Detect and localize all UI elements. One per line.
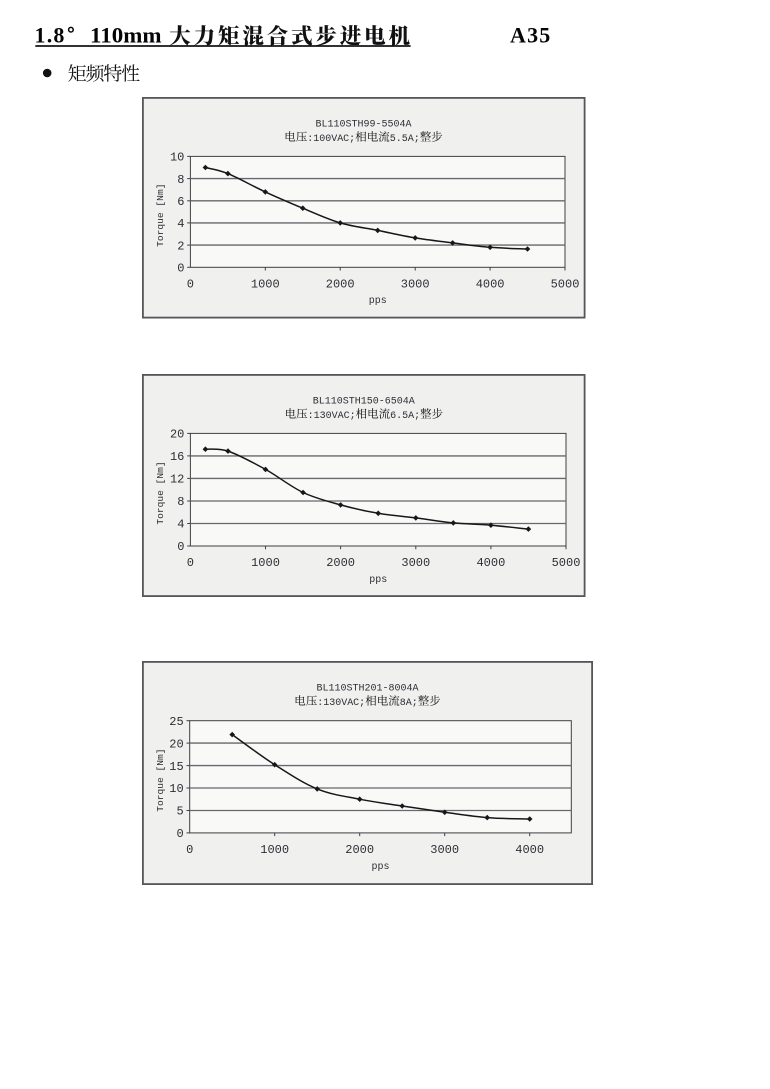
svg-text:10: 10	[169, 782, 183, 796]
svg-text:Torque [Nm]: Torque [Nm]	[155, 184, 166, 247]
svg-text:BL110STH201-8004A: BL110STH201-8004A	[316, 683, 418, 694]
svg-text:4000: 4000	[476, 556, 505, 570]
svg-text:15: 15	[169, 760, 183, 774]
svg-text:5000: 5000	[552, 556, 581, 570]
svg-text:4: 4	[177, 217, 184, 231]
svg-text:20: 20	[170, 428, 184, 442]
svg-text:4: 4	[177, 518, 184, 532]
svg-text::130VAC;: :130VAC;	[317, 698, 365, 709]
svg-text:20: 20	[169, 737, 183, 751]
svg-text:Torque [Nm]: Torque [Nm]	[155, 748, 166, 811]
svg-text:6.5A;: 6.5A;	[390, 411, 420, 422]
svg-text:2000: 2000	[345, 843, 374, 857]
svg-text:0: 0	[177, 262, 184, 276]
svg-text:12: 12	[170, 473, 184, 487]
svg-text:BL110STH150-6504A: BL110STH150-6504A	[313, 396, 415, 407]
svg-text:BL110STH99-5504A: BL110STH99-5504A	[315, 119, 411, 130]
svg-text:6: 6	[177, 195, 184, 209]
svg-text:0: 0	[187, 278, 194, 292]
svg-text::130VAC;: :130VAC;	[308, 411, 356, 422]
svg-text:10: 10	[170, 151, 184, 165]
svg-text:3000: 3000	[430, 843, 459, 857]
svg-text:8: 8	[177, 173, 184, 187]
svg-text:0: 0	[186, 843, 193, 857]
svg-text:A35: A35	[510, 22, 552, 47]
svg-text:5.5A;: 5.5A;	[390, 134, 420, 145]
svg-text:Torque [Nm]: Torque [Nm]	[155, 461, 166, 524]
svg-text:1.8: 1.8	[35, 22, 66, 47]
svg-text:1000: 1000	[260, 843, 289, 857]
svg-text:5: 5	[176, 805, 183, 819]
svg-text:8: 8	[177, 495, 184, 509]
svg-text:16: 16	[170, 450, 184, 464]
svg-text:2000: 2000	[326, 556, 355, 570]
svg-text:8A;: 8A;	[400, 698, 418, 709]
svg-text:2000: 2000	[326, 278, 355, 292]
svg-text:1000: 1000	[251, 556, 280, 570]
svg-text:5000: 5000	[551, 278, 580, 292]
svg-text:110mm: 110mm	[90, 22, 162, 47]
svg-text:0: 0	[177, 540, 184, 554]
svg-text:0: 0	[176, 827, 183, 841]
svg-text:4000: 4000	[515, 843, 544, 857]
svg-text:pps: pps	[371, 862, 389, 873]
svg-text:0: 0	[187, 556, 194, 570]
svg-text:3000: 3000	[401, 278, 430, 292]
svg-text:4000: 4000	[476, 278, 505, 292]
svg-text:pps: pps	[369, 296, 387, 307]
svg-text:25: 25	[169, 715, 183, 729]
svg-text:3000: 3000	[401, 556, 430, 570]
svg-text:1000: 1000	[251, 278, 280, 292]
svg-text:2: 2	[177, 239, 184, 253]
svg-text::100VAC;: :100VAC;	[307, 134, 355, 145]
svg-text:pps: pps	[369, 575, 387, 586]
